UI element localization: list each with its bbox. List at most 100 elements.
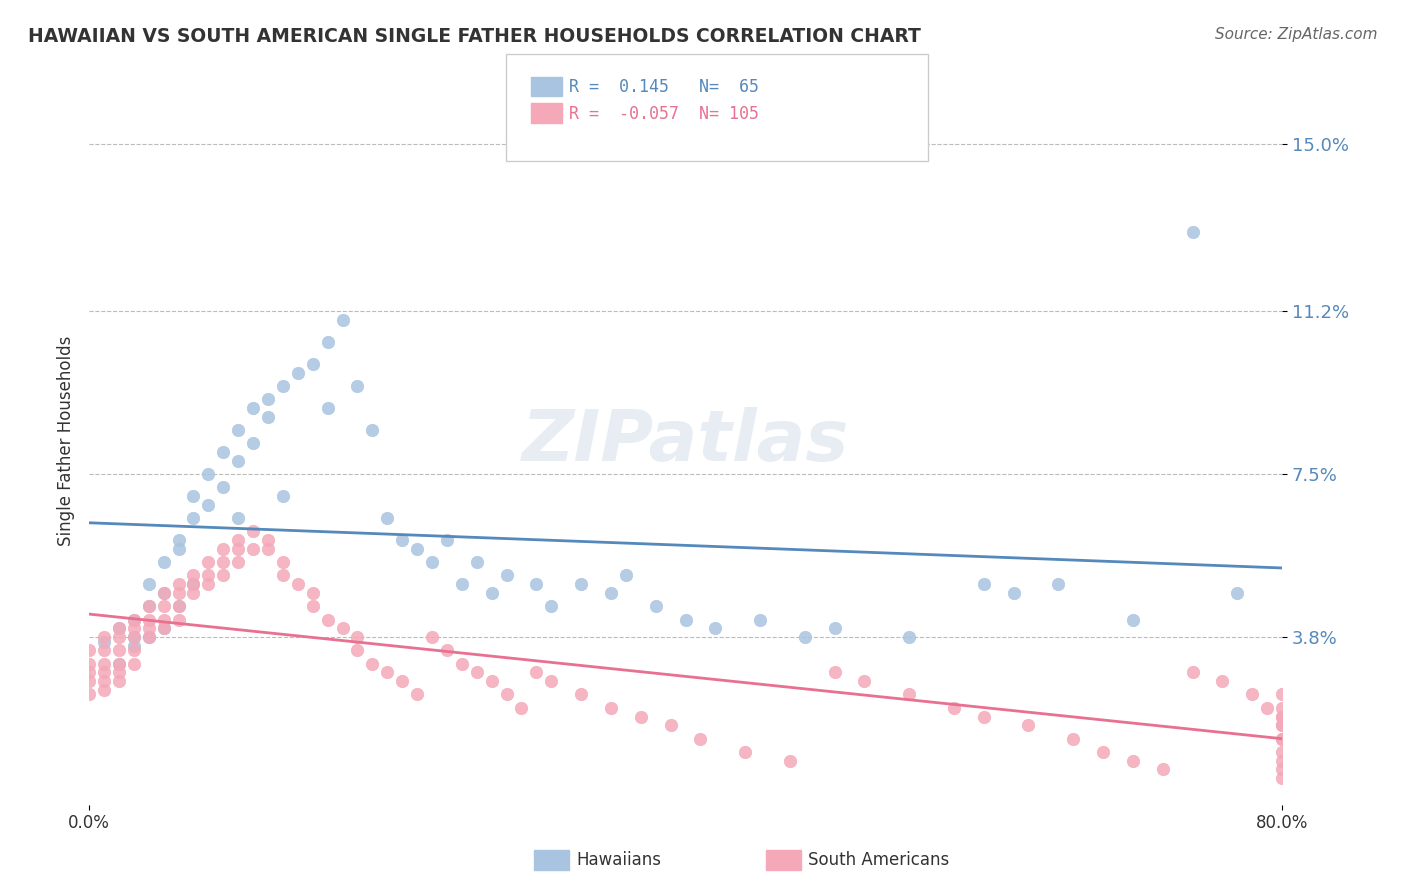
Point (183, 577, 205, 591)
Point (1181, 665, 1204, 680)
Point (77, 674, 100, 689)
Point (734, 745, 756, 759)
Point (659, 718, 682, 732)
Point (138, 599, 160, 614)
Point (167, 599, 190, 614)
Point (108, 657, 131, 671)
Point (93, 634, 115, 648)
Point (406, 688, 429, 702)
Point (93, 674, 115, 689)
Point (1017, 718, 1039, 732)
Point (226, 555, 249, 569)
Point (167, 599, 190, 614)
Point (197, 577, 219, 591)
Point (1271, 731, 1294, 746)
Point (77, 657, 100, 671)
Point (152, 621, 174, 635)
Point (1271, 745, 1294, 759)
Point (481, 586, 503, 600)
Point (346, 379, 368, 393)
Point (167, 586, 190, 600)
Point (375, 511, 398, 525)
Point (704, 621, 727, 635)
Point (420, 555, 443, 569)
Point (316, 613, 339, 627)
Text: HAWAIIAN VS SOUTH AMERICAN SINGLE FATHER HOUSEHOLDS CORRELATION CHART: HAWAIIAN VS SOUTH AMERICAN SINGLE FATHER… (28, 27, 921, 45)
Point (122, 630, 145, 644)
Point (167, 542, 190, 557)
Point (167, 533, 190, 548)
Point (1271, 709, 1294, 723)
Point (540, 674, 562, 689)
Point (569, 577, 592, 591)
Point (569, 688, 592, 702)
Point (122, 657, 145, 671)
Point (183, 511, 205, 525)
Point (301, 357, 323, 371)
Point (391, 533, 413, 548)
Point (316, 401, 339, 415)
Point (93, 683, 115, 698)
Point (152, 621, 174, 635)
Point (1211, 674, 1233, 689)
Point (1271, 754, 1294, 768)
Point (287, 577, 309, 591)
Point (122, 639, 145, 653)
Point (465, 555, 488, 569)
Point (108, 657, 131, 671)
Point (122, 621, 145, 635)
Point (942, 700, 965, 714)
Text: Source: ZipAtlas.com: Source: ZipAtlas.com (1215, 27, 1378, 42)
Point (824, 621, 846, 635)
Point (1271, 763, 1294, 777)
Point (898, 688, 921, 702)
Point (1226, 586, 1249, 600)
Point (271, 379, 294, 393)
Point (257, 533, 280, 548)
Point (526, 665, 548, 680)
Point (630, 709, 652, 723)
Point (212, 555, 235, 569)
Point (183, 489, 205, 503)
Point (152, 586, 174, 600)
Point (77, 643, 100, 657)
Text: R =  0.145   N=  65: R = 0.145 N= 65 (569, 78, 759, 96)
Point (271, 555, 294, 569)
Point (77, 665, 100, 680)
Point (600, 700, 623, 714)
Point (138, 630, 160, 644)
Point (1122, 613, 1144, 627)
Point (1002, 586, 1025, 600)
Point (526, 577, 548, 591)
Point (332, 621, 354, 635)
Point (824, 665, 846, 680)
Point (644, 599, 666, 614)
Point (1122, 754, 1144, 768)
Point (226, 423, 249, 437)
Point (436, 533, 458, 548)
Point (197, 568, 219, 582)
Point (853, 674, 876, 689)
Text: R =  -0.057  N= 105: R = -0.057 N= 105 (569, 105, 759, 123)
Point (510, 700, 533, 714)
Point (122, 630, 145, 644)
Point (1241, 688, 1264, 702)
Point (212, 568, 235, 582)
Point (242, 542, 264, 557)
Point (138, 599, 160, 614)
Point (226, 533, 249, 548)
Point (167, 577, 190, 591)
Point (152, 586, 174, 600)
Point (1181, 225, 1204, 239)
Point (614, 568, 637, 582)
Point (108, 665, 131, 680)
Point (1271, 718, 1294, 732)
Point (346, 630, 368, 644)
Point (689, 731, 711, 746)
Point (1256, 700, 1278, 714)
Point (93, 643, 115, 657)
Point (779, 754, 801, 768)
Point (138, 621, 160, 635)
Point (898, 630, 921, 644)
Point (271, 489, 294, 503)
